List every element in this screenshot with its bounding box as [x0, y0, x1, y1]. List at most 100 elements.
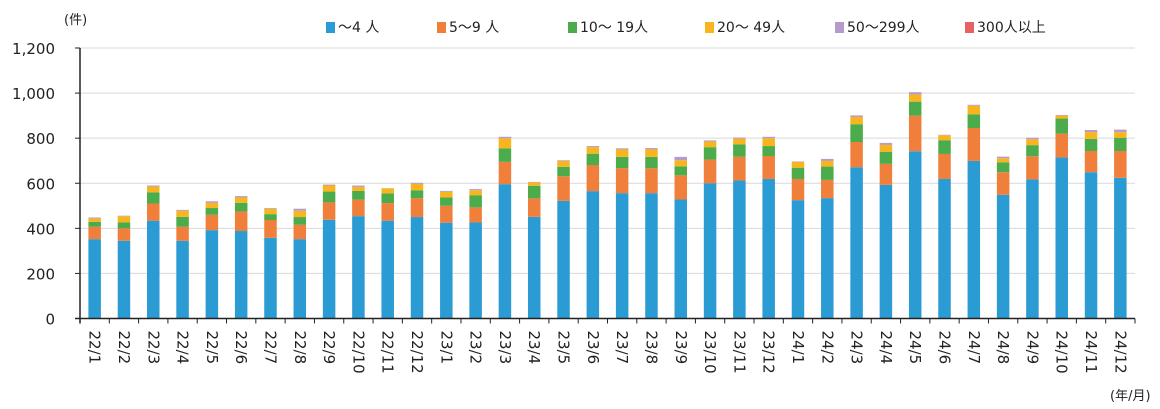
bar-segment: [147, 204, 160, 221]
bar-segment: [440, 197, 453, 205]
bar-segment: [909, 151, 922, 318]
bar-segment: [1085, 151, 1098, 172]
bar-segment: [352, 216, 365, 318]
bar-segment: [1026, 145, 1039, 156]
x-tick-label: 22/9: [320, 331, 338, 365]
bar-segment: [850, 124, 863, 142]
bar-segment: [88, 218, 101, 219]
bar-segment: [557, 201, 570, 319]
bar-segment: [880, 152, 893, 164]
bar-segment: [294, 225, 307, 239]
bar-segment: [909, 116, 922, 152]
x-tick-label: 24/7: [965, 331, 983, 365]
bar-segment: [587, 191, 600, 318]
legend-label: 20～ 49人: [717, 20, 785, 36]
bar-segment: [147, 187, 160, 193]
bar-segment: [469, 222, 482, 318]
y-tick-label: 0: [45, 311, 55, 329]
bar-segment: [968, 106, 981, 115]
x-tick-label: 22/8: [291, 331, 309, 365]
bar-segment: [411, 184, 424, 190]
bar-segment: [352, 187, 365, 191]
bar-segment: [323, 202, 336, 219]
x-tick-label: 24/2: [818, 331, 836, 365]
legend-label: 10～ 19人: [580, 20, 648, 36]
bar-segment: [557, 167, 570, 176]
bar-segment: [381, 193, 394, 203]
bar-segment: [469, 190, 482, 195]
bar-segment: [499, 137, 512, 138]
bar-segment: [675, 199, 688, 318]
bar-segment: [880, 185, 893, 319]
x-tick-label: 24/3: [848, 331, 866, 365]
x-tick-label: 24/5: [906, 331, 924, 365]
bar-segment: [821, 167, 834, 180]
bar-segment: [704, 147, 717, 159]
x-tick-label: 24/11: [1082, 331, 1100, 374]
bar-segment: [440, 191, 453, 192]
bar-segment: [1055, 115, 1068, 116]
bar-segment: [1114, 178, 1127, 319]
x-tick-label: 22/10: [349, 331, 367, 374]
bar-segment: [235, 203, 248, 212]
bar-segment: [968, 105, 981, 106]
bar-segment: [235, 196, 248, 197]
bar-segment: [440, 223, 453, 319]
bar-segment: [880, 164, 893, 185]
x-tick-label: 23/12: [760, 331, 778, 374]
bar-segment: [645, 157, 658, 168]
bar-segment: [792, 162, 805, 168]
bar-segment: [147, 221, 160, 319]
bar-segment: [909, 102, 922, 116]
bar-segment: [938, 154, 951, 179]
x-tick-label: 24/6: [936, 331, 954, 365]
bar-segment: [264, 238, 277, 319]
legend-swatch: [437, 22, 446, 33]
bar-segment: [762, 156, 775, 179]
bar-segment: [997, 162, 1010, 172]
bar-segment: [968, 128, 981, 161]
x-tick-label: 24/4: [877, 331, 895, 365]
bar-segment: [235, 231, 248, 318]
bar-segment: [118, 222, 131, 228]
bar-segment: [1114, 151, 1127, 178]
bar-segment: [557, 176, 570, 201]
bar-segment: [294, 239, 307, 318]
bar-segment: [264, 214, 277, 220]
bar-segment: [323, 192, 336, 203]
x-tick-label: 24/10: [1053, 331, 1071, 374]
bar-segment: [469, 189, 482, 190]
bar-segment: [1055, 119, 1068, 134]
bar-segment: [294, 217, 307, 225]
bar-segment: [1055, 158, 1068, 319]
bar-segment: [352, 200, 365, 216]
bar-segment: [176, 210, 189, 211]
bar-segment: [528, 217, 541, 319]
x-tick-label: 23/2: [467, 331, 485, 365]
bar-segment: [821, 198, 834, 318]
x-tick-label: 23/8: [642, 331, 660, 365]
x-axis-unit-label: (年/月): [1110, 389, 1151, 404]
bar-segment: [1055, 134, 1068, 158]
y-tick-label: 800: [26, 130, 55, 148]
x-tick-label: 22/2: [115, 331, 133, 365]
bar-segment: [206, 230, 219, 318]
bar-segment: [1114, 130, 1127, 132]
bar-segment: [938, 140, 951, 154]
bar-segment: [645, 168, 658, 193]
bar-segment: [440, 206, 453, 223]
x-tick-label: 22/1: [86, 331, 104, 365]
bar-segment: [645, 193, 658, 318]
bar-segment: [381, 188, 394, 193]
bar-segment: [88, 227, 101, 239]
legend-swatch: [326, 22, 335, 33]
bar-segment: [704, 140, 717, 141]
bar-segment: [762, 137, 775, 138]
bar-segment: [997, 172, 1010, 195]
bar-segment: [792, 179, 805, 200]
x-tick-label: 24/8: [994, 331, 1012, 365]
bar-segment: [499, 162, 512, 184]
bar-segment: [294, 209, 307, 211]
legend-label: 300人以上: [977, 20, 1046, 36]
